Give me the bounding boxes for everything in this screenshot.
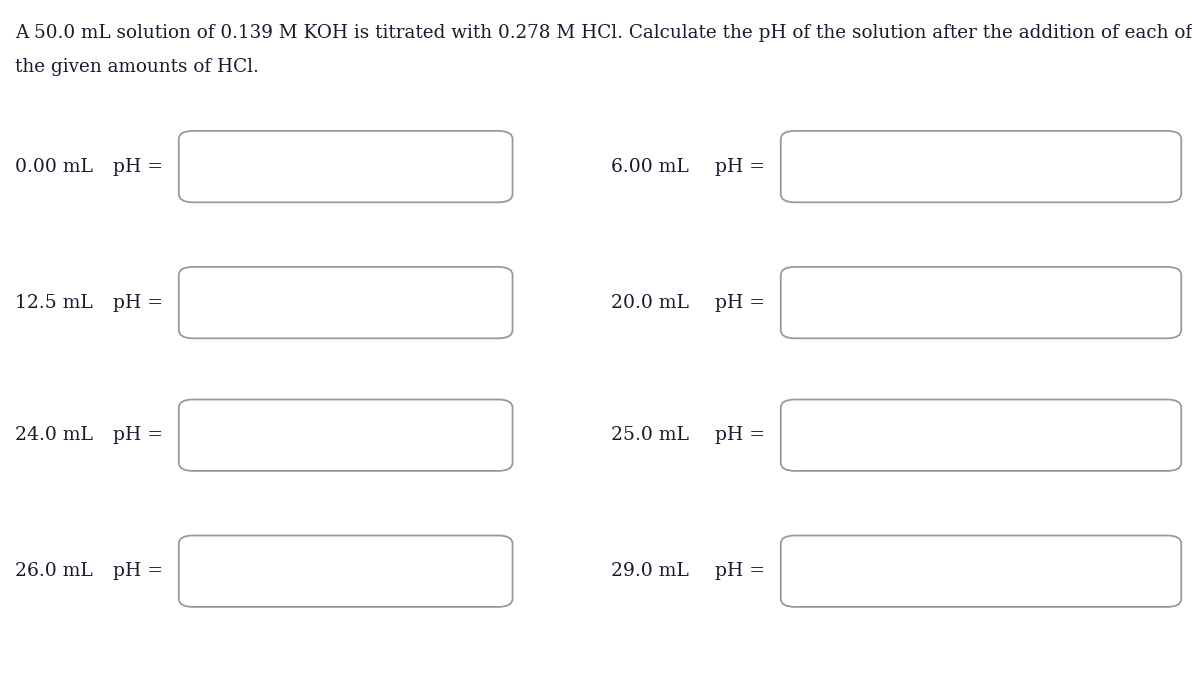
Text: pH =: pH = (113, 294, 163, 311)
Text: 26.0 mL: 26.0 mL (15, 562, 93, 580)
FancyBboxPatch shape (179, 536, 513, 607)
FancyBboxPatch shape (781, 267, 1181, 338)
Text: the given amounts of HCl.: the given amounts of HCl. (15, 58, 260, 75)
Text: pH =: pH = (715, 562, 765, 580)
Text: pH =: pH = (715, 294, 765, 311)
Text: pH =: pH = (715, 158, 765, 175)
FancyBboxPatch shape (781, 131, 1181, 203)
Text: pH =: pH = (113, 158, 163, 175)
FancyBboxPatch shape (781, 536, 1181, 607)
Text: 6.00 mL: 6.00 mL (611, 158, 689, 175)
FancyBboxPatch shape (179, 131, 513, 203)
Text: A 50.0 mL solution of 0.139 M KOH is titrated with 0.278 M HCl. Calculate the pH: A 50.0 mL solution of 0.139 M KOH is tit… (15, 24, 1192, 41)
FancyBboxPatch shape (179, 267, 513, 338)
Text: pH =: pH = (715, 426, 765, 444)
Text: 20.0 mL: 20.0 mL (611, 294, 689, 311)
FancyBboxPatch shape (781, 400, 1181, 471)
Text: 0.00 mL: 0.00 mL (15, 158, 93, 175)
Text: 12.5 mL: 12.5 mL (15, 294, 93, 311)
Text: pH =: pH = (113, 562, 163, 580)
Text: 29.0 mL: 29.0 mL (611, 562, 689, 580)
Text: 24.0 mL: 24.0 mL (15, 426, 93, 444)
Text: 25.0 mL: 25.0 mL (611, 426, 689, 444)
Text: pH =: pH = (113, 426, 163, 444)
FancyBboxPatch shape (179, 400, 513, 471)
